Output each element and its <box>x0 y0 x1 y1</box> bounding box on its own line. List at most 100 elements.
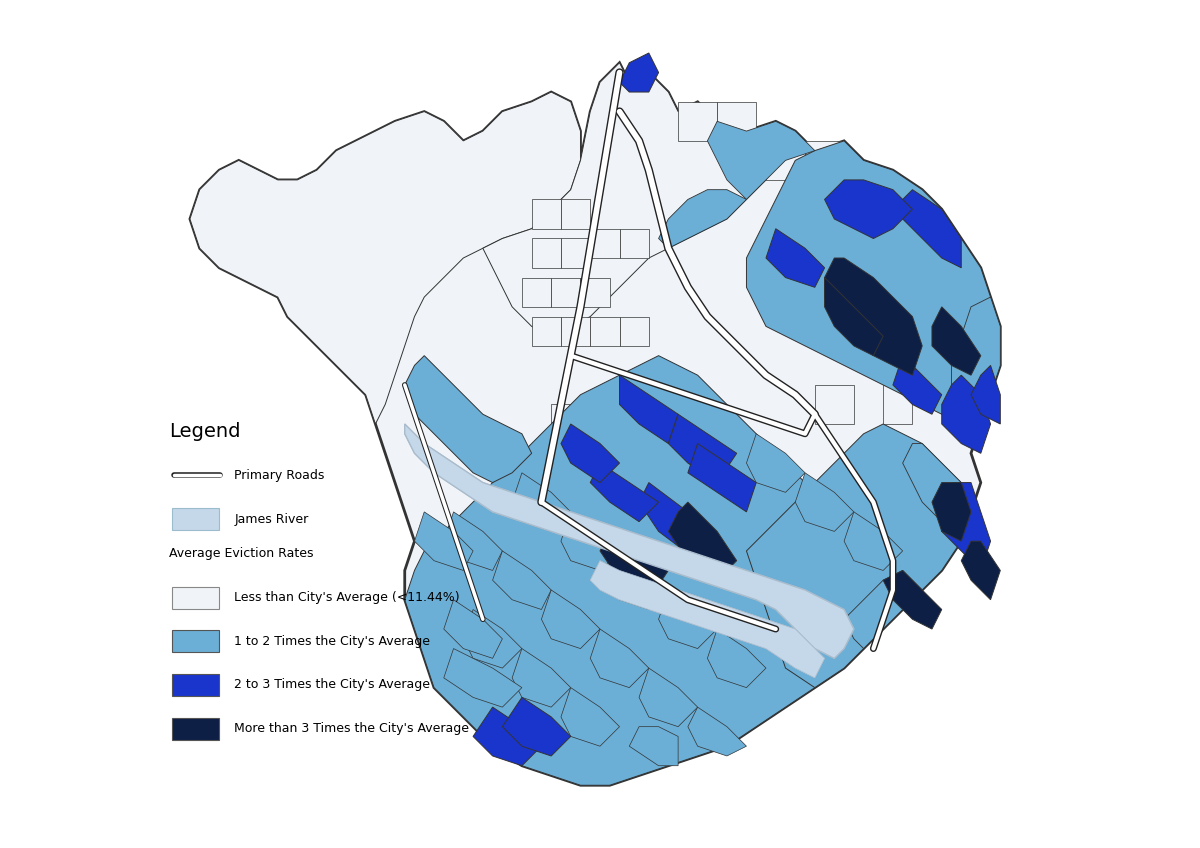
Polygon shape <box>522 277 551 307</box>
Polygon shape <box>610 551 668 610</box>
Polygon shape <box>414 512 473 571</box>
Polygon shape <box>560 238 590 268</box>
Polygon shape <box>190 63 1001 785</box>
Polygon shape <box>883 571 942 629</box>
Polygon shape <box>619 375 678 444</box>
Polygon shape <box>190 92 581 424</box>
Polygon shape <box>560 512 619 571</box>
Polygon shape <box>581 277 610 307</box>
Polygon shape <box>893 190 961 268</box>
Polygon shape <box>551 277 581 307</box>
Polygon shape <box>493 551 551 610</box>
Polygon shape <box>659 590 718 649</box>
Polygon shape <box>444 512 503 571</box>
Polygon shape <box>541 463 571 493</box>
Polygon shape <box>718 102 756 141</box>
Polygon shape <box>532 238 560 268</box>
Polygon shape <box>746 424 971 688</box>
Polygon shape <box>668 502 737 580</box>
Polygon shape <box>512 649 571 707</box>
Polygon shape <box>902 444 971 541</box>
Polygon shape <box>824 180 912 238</box>
Polygon shape <box>649 678 688 717</box>
Bar <box>172 508 218 530</box>
Polygon shape <box>532 316 560 346</box>
Polygon shape <box>844 512 902 571</box>
Polygon shape <box>512 473 571 532</box>
Polygon shape <box>551 404 590 454</box>
Polygon shape <box>600 493 629 522</box>
Polygon shape <box>893 355 942 414</box>
Bar <box>172 674 218 696</box>
Bar <box>172 587 218 609</box>
Polygon shape <box>824 277 883 355</box>
Polygon shape <box>659 190 746 248</box>
Polygon shape <box>629 727 678 766</box>
Text: 1 to 2 Times the City's Average: 1 to 2 Times the City's Average <box>234 635 431 648</box>
Polygon shape <box>668 414 737 483</box>
Polygon shape <box>805 141 844 180</box>
Polygon shape <box>707 121 815 199</box>
Polygon shape <box>688 678 727 717</box>
Polygon shape <box>532 199 560 229</box>
Polygon shape <box>444 600 503 658</box>
Polygon shape <box>571 493 600 522</box>
Text: James River: James River <box>234 512 308 526</box>
Polygon shape <box>766 229 824 287</box>
Polygon shape <box>824 258 922 375</box>
Text: Less than City's Average (<11.44%): Less than City's Average (<11.44%) <box>234 591 460 604</box>
Polygon shape <box>746 434 805 493</box>
Polygon shape <box>590 561 824 678</box>
Polygon shape <box>590 629 649 688</box>
Polygon shape <box>473 707 541 766</box>
Polygon shape <box>619 53 659 92</box>
Polygon shape <box>932 307 980 375</box>
Polygon shape <box>560 316 590 346</box>
Polygon shape <box>844 571 922 649</box>
Polygon shape <box>404 355 902 785</box>
Polygon shape <box>678 102 718 141</box>
Polygon shape <box>590 561 824 678</box>
Polygon shape <box>619 316 649 346</box>
Text: Primary Roads: Primary Roads <box>234 469 325 482</box>
Polygon shape <box>404 424 854 658</box>
Polygon shape <box>463 610 522 668</box>
Polygon shape <box>541 590 600 649</box>
Text: Legend: Legend <box>169 421 240 441</box>
Polygon shape <box>503 697 571 756</box>
Polygon shape <box>404 424 854 658</box>
Polygon shape <box>640 668 697 727</box>
Polygon shape <box>942 483 990 571</box>
Polygon shape <box>640 483 718 561</box>
Polygon shape <box>560 424 619 483</box>
Polygon shape <box>444 649 522 707</box>
Polygon shape <box>590 316 619 346</box>
Polygon shape <box>796 473 854 532</box>
Polygon shape <box>560 199 590 229</box>
Polygon shape <box>942 375 990 454</box>
Polygon shape <box>688 707 746 756</box>
Polygon shape <box>952 297 1001 424</box>
Text: More than 3 Times the City's Average: More than 3 Times the City's Average <box>234 722 469 735</box>
Polygon shape <box>971 365 1001 424</box>
Polygon shape <box>600 532 668 600</box>
Polygon shape <box>590 463 659 522</box>
Polygon shape <box>912 346 942 385</box>
Polygon shape <box>560 688 619 746</box>
Text: Average Eviction Rates: Average Eviction Rates <box>169 548 313 561</box>
Polygon shape <box>766 141 805 180</box>
Bar <box>172 630 218 652</box>
Polygon shape <box>629 493 659 522</box>
Polygon shape <box>590 394 640 454</box>
Polygon shape <box>590 229 619 258</box>
Polygon shape <box>619 229 649 258</box>
Polygon shape <box>883 385 912 424</box>
Polygon shape <box>961 541 1001 600</box>
Polygon shape <box>640 404 678 454</box>
Bar <box>172 717 218 739</box>
Polygon shape <box>932 483 971 541</box>
Text: 2 to 3 Times the City's Average: 2 to 3 Times the City's Average <box>234 678 431 691</box>
Polygon shape <box>815 385 854 424</box>
Polygon shape <box>707 629 766 688</box>
Polygon shape <box>482 63 796 336</box>
